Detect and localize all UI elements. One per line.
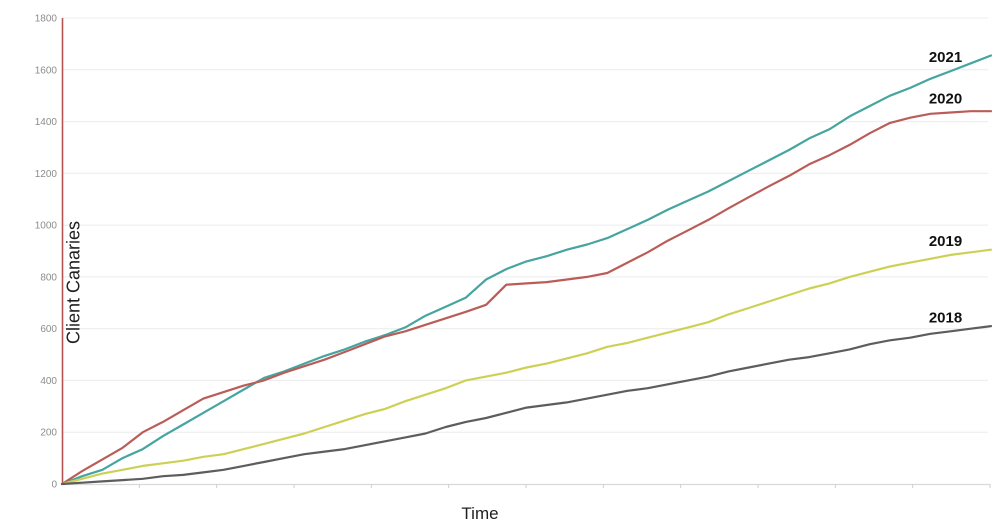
- x-axis-title: Time: [461, 504, 499, 523]
- y-axis-title: Client Canaries: [63, 220, 84, 345]
- series-label-2018: 2018: [929, 309, 962, 326]
- series-line-2019: [60, 248, 993, 486]
- y-tick-label-1400: 1400: [35, 117, 58, 128]
- y-tick-label-1600: 1600: [35, 65, 58, 76]
- y-tick-label-1200: 1200: [35, 169, 58, 180]
- y-tick-label-1000: 1000: [35, 221, 58, 232]
- series-label-2019: 2019: [929, 233, 962, 250]
- y-tick-label-800: 800: [40, 272, 57, 283]
- x-axis-ticks: [138, 484, 991, 488]
- y-tick-labels: 0 200 400 600 800 1000 1200 1400 1600 1800: [35, 14, 58, 491]
- y-tick-label-0: 0: [51, 480, 57, 491]
- y-tick-label-200: 200: [40, 428, 57, 439]
- y-tick-label-1800: 1800: [35, 14, 58, 25]
- series-line-2021: [60, 54, 993, 486]
- series-line-2018: [60, 325, 993, 486]
- series-line-2020: [60, 110, 993, 486]
- y-tick-label-600: 600: [40, 324, 57, 335]
- gridlines: [62, 17, 988, 433]
- y-tick-label-400: 400: [40, 376, 57, 387]
- series-label-2020: 2020: [929, 91, 962, 108]
- series-label-2021: 2021: [929, 49, 962, 66]
